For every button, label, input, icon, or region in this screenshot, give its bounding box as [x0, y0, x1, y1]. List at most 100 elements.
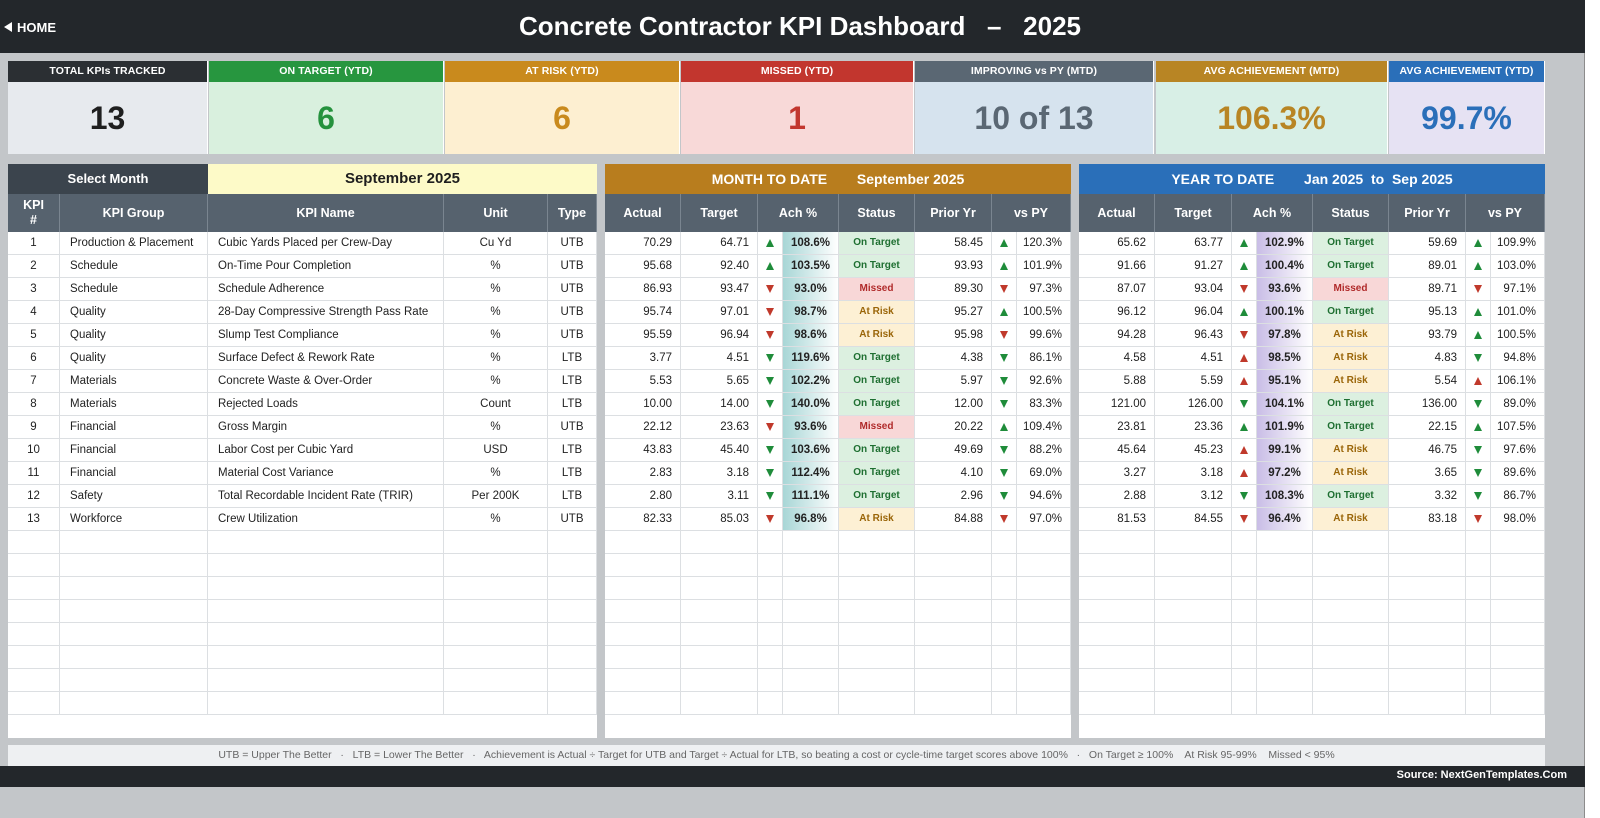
- empty-cell: [783, 669, 839, 691]
- kpi-name: Cubic Yards Placed per Crew-Day: [208, 232, 444, 254]
- kpi-unit: %: [444, 278, 548, 300]
- kpi-type: LTB: [548, 347, 597, 369]
- empty-cell: [1257, 577, 1313, 599]
- empty-cell: [605, 646, 681, 668]
- trend-indicator: [1232, 255, 1257, 277]
- table-row: 95.74 97.01 98.7% At Risk 95.27 100.5%: [605, 301, 1071, 324]
- empty-cell: [605, 669, 681, 691]
- vs-prior-year-value: 100.5%: [1017, 301, 1071, 323]
- green-down-arrow-icon: [1000, 446, 1008, 454]
- empty-cell: [1232, 531, 1257, 553]
- table-row: [8, 646, 597, 669]
- kpi-number: 4: [8, 301, 60, 323]
- empty-cell: [1079, 531, 1155, 553]
- empty-cell: [839, 623, 915, 645]
- table-row: [605, 554, 1071, 577]
- empty-cell: [1017, 600, 1071, 622]
- empty-cell: [1017, 692, 1071, 714]
- kpi-card-value: 13: [8, 82, 207, 154]
- green-up-arrow-icon: [1240, 308, 1248, 316]
- trend-indicator: [758, 393, 783, 415]
- kpi-type: [548, 554, 597, 576]
- kpi-card-label: IMPROVING vs PY (MTD): [915, 61, 1153, 82]
- empty-cell: [839, 669, 915, 691]
- target-value: 45.40: [681, 439, 758, 461]
- empty-cell: [1313, 531, 1389, 553]
- kpi-name: Material Cost Variance: [208, 462, 444, 484]
- table-row: [8, 692, 597, 715]
- empty-cell: [1389, 692, 1466, 714]
- vs-prior-year-value: 106.1%: [1491, 370, 1545, 392]
- kpi-type: [548, 692, 597, 714]
- kpi-number: [8, 600, 60, 622]
- table-row: [8, 554, 597, 577]
- prior-year-value: 2.96: [915, 485, 992, 507]
- empty-cell: [1017, 646, 1071, 668]
- empty-cell: [758, 669, 783, 691]
- achievement-value: 103.5%: [783, 255, 839, 277]
- empty-cell: [992, 531, 1017, 553]
- kpi-unit: %: [444, 508, 548, 530]
- status-badge: Missed: [839, 278, 915, 300]
- kpi-group: Safety: [60, 485, 208, 507]
- empty-cell: [1155, 577, 1232, 599]
- green-down-arrow-icon: [1474, 354, 1482, 362]
- kpi-number: [8, 623, 60, 645]
- target-value: 63.77: [1155, 232, 1232, 254]
- prior-year-value: 20.22: [915, 416, 992, 438]
- table-row: 70.29 64.71 108.6% On Target 58.45 120.3%: [605, 232, 1071, 255]
- empty-cell: [1155, 554, 1232, 576]
- empty-cell: [1232, 623, 1257, 645]
- green-down-arrow-icon: [1240, 492, 1248, 500]
- target-value: 92.40: [681, 255, 758, 277]
- status-badge: On Target: [839, 370, 915, 392]
- empty-cell: [839, 577, 915, 599]
- green-down-arrow-icon: [766, 354, 774, 362]
- table-row: [8, 600, 597, 623]
- table-row: 12 Safety Total Recordable Incident Rate (…: [8, 485, 597, 508]
- prior-year-value: 4.83: [1389, 347, 1466, 369]
- kpi-number: 7: [8, 370, 60, 392]
- table-row: 22.12 23.63 93.6% Missed 20.22 109.4%: [605, 416, 1071, 439]
- target-value: 126.00: [1155, 393, 1232, 415]
- actual-value: 86.93: [605, 278, 681, 300]
- empty-cell: [1491, 577, 1545, 599]
- achievement-value: 95.1%: [1257, 370, 1313, 392]
- column-header: KPI #: [8, 194, 60, 232]
- table-row: 10 Financial Labor Cost per Cubic Yard USD L…: [8, 439, 597, 462]
- table-row: [605, 600, 1071, 623]
- actual-value: 91.66: [1079, 255, 1155, 277]
- ytd-title-bar: YEAR TO DATE Jan 2025 to Sep 2025: [1079, 164, 1545, 194]
- green-up-arrow-icon: [1474, 331, 1482, 339]
- kpi-unit: %: [444, 416, 548, 438]
- trend-indicator: [758, 508, 783, 530]
- mtd-period: September 2025: [856, 171, 965, 187]
- achievement-value: 93.0%: [783, 278, 839, 300]
- green-up-arrow-icon: [1000, 308, 1008, 316]
- trend-indicator: [758, 324, 783, 346]
- kpi-card-label: AVG ACHIEVEMENT (MTD): [1156, 61, 1387, 82]
- back-arrow-icon: [4, 22, 12, 32]
- empty-cell: [1257, 600, 1313, 622]
- status-badge: On Target: [839, 393, 915, 415]
- kpi-number: 8: [8, 393, 60, 415]
- home-button[interactable]: HOME: [4, 17, 56, 37]
- empty-cell: [1232, 554, 1257, 576]
- vs-prior-year-value: 97.3%: [1017, 278, 1071, 300]
- kpi-name: [208, 669, 444, 691]
- mtd-rows: 70.29 64.71 108.6% On Target 58.45 120.3% 95.6…: [605, 232, 1071, 715]
- prior-year-value: 59.69: [1389, 232, 1466, 254]
- target-value: 23.63: [681, 416, 758, 438]
- home-label: HOME: [17, 19, 56, 35]
- prior-year-value: 89.01: [1389, 255, 1466, 277]
- status-badge: At Risk: [1313, 324, 1389, 346]
- month-select[interactable]: September 2025: [208, 164, 597, 194]
- kpi-type: UTB: [548, 324, 597, 346]
- kpi-name: Rejected Loads: [208, 393, 444, 415]
- kpi-group: Materials: [60, 393, 208, 415]
- actual-value: 45.64: [1079, 439, 1155, 461]
- kpi-number: 3: [8, 278, 60, 300]
- table-row: 82.33 85.03 96.8% At Risk 84.88 97.0%: [605, 508, 1071, 531]
- table-row: [605, 577, 1071, 600]
- achievement-value: 98.6%: [783, 324, 839, 346]
